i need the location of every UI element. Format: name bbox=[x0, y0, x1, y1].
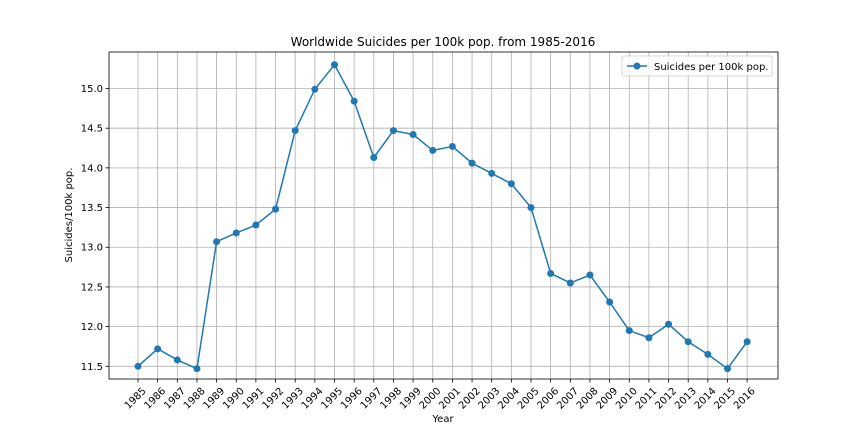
legend-box bbox=[621, 55, 773, 77]
data-point bbox=[488, 169, 496, 177]
data-point bbox=[547, 269, 555, 277]
y-tick-label: 12.5 bbox=[81, 282, 103, 293]
data-point bbox=[193, 365, 201, 373]
data-point bbox=[743, 338, 751, 346]
x-tick-label: 1998 bbox=[378, 386, 404, 412]
x-tick-label: 2012 bbox=[653, 386, 679, 412]
data-point bbox=[625, 327, 633, 335]
x-tick-label: 1994 bbox=[300, 386, 326, 412]
x-tick-label: 1992 bbox=[260, 386, 286, 412]
x-tick-label: 1991 bbox=[241, 386, 267, 412]
data-point bbox=[350, 97, 358, 105]
data-point bbox=[311, 85, 319, 93]
x-tick-label: 1985 bbox=[123, 386, 149, 412]
y-tick-label: 12.0 bbox=[81, 322, 103, 333]
y-axis-ticks: 11.5 12.0 12.5 13.0 13.5 14.0 14.5 15.0 bbox=[81, 84, 109, 373]
data-point bbox=[704, 350, 712, 358]
x-tick-label: 2002 bbox=[457, 386, 483, 412]
series-group bbox=[134, 61, 751, 373]
data-point bbox=[272, 205, 280, 213]
x-tick-label: 2015 bbox=[712, 386, 738, 412]
x-tick-label: 1997 bbox=[359, 386, 385, 412]
chart-title: Worldwide Suicides per 100k pop. from 19… bbox=[291, 35, 596, 49]
x-tick-label: 2004 bbox=[496, 386, 522, 412]
x-tick-label: 1990 bbox=[221, 386, 247, 412]
x-tick-label: 2013 bbox=[673, 386, 699, 412]
y-tick-label: 13.5 bbox=[81, 203, 103, 214]
x-tick-label: 2014 bbox=[693, 386, 719, 412]
x-tick-label: 1987 bbox=[162, 386, 188, 412]
x-tick-label: 1999 bbox=[398, 386, 424, 412]
y-tick-label: 13.0 bbox=[81, 243, 103, 254]
data-point bbox=[606, 298, 614, 306]
data-point bbox=[213, 238, 221, 246]
x-tick-label: 2006 bbox=[536, 386, 562, 412]
x-tick-label: 1995 bbox=[319, 386, 345, 412]
x-tick-label: 2008 bbox=[575, 386, 601, 412]
data-point bbox=[429, 146, 437, 154]
plot-frame bbox=[108, 51, 779, 380]
y-tick-label: 11.5 bbox=[81, 362, 103, 373]
x-tick-label: 2003 bbox=[477, 386, 503, 412]
data-point bbox=[684, 338, 692, 346]
data-point bbox=[291, 127, 299, 135]
series-line bbox=[137, 63, 748, 370]
data-point bbox=[232, 229, 240, 237]
data-point bbox=[252, 221, 260, 229]
x-axis-ticks: 1985198619871988198919901991199219931994… bbox=[123, 379, 758, 412]
data-point bbox=[527, 204, 535, 212]
data-point bbox=[468, 159, 476, 167]
x-tick-label: 2005 bbox=[516, 386, 542, 412]
legend-label: Suicides per 100k pop. bbox=[654, 62, 768, 73]
x-tick-label: 2009 bbox=[594, 386, 620, 412]
x-tick-label: 2010 bbox=[614, 386, 640, 412]
data-point bbox=[566, 279, 574, 287]
data-point bbox=[409, 131, 417, 139]
y-tick-label: 14.0 bbox=[81, 163, 103, 174]
x-tick-label: 1986 bbox=[143, 386, 169, 412]
legend: Suicides per 100k pop. bbox=[621, 55, 773, 77]
legend-marker-swatch bbox=[633, 62, 641, 70]
x-tick-label: 2011 bbox=[634, 386, 660, 412]
data-point bbox=[173, 356, 181, 364]
data-point bbox=[507, 180, 515, 188]
data-point bbox=[154, 345, 162, 353]
x-tick-label: 2000 bbox=[418, 386, 444, 412]
x-tick-label: 2001 bbox=[437, 386, 463, 412]
data-point bbox=[331, 61, 338, 69]
x-tick-label: 2016 bbox=[732, 386, 758, 412]
x-tick-label: 1996 bbox=[339, 386, 365, 412]
data-point bbox=[448, 142, 456, 150]
data-point bbox=[724, 365, 731, 373]
y-tick-label: 14.5 bbox=[81, 124, 103, 135]
x-axis-label: Year bbox=[431, 414, 454, 425]
x-tick-label: 2007 bbox=[555, 386, 581, 412]
x-tick-label: 1988 bbox=[182, 386, 208, 412]
data-point bbox=[665, 320, 673, 328]
y-axis-label: Suicides/100k pop. bbox=[64, 168, 75, 263]
gridlines bbox=[109, 52, 778, 379]
data-point bbox=[370, 154, 378, 162]
data-point bbox=[389, 127, 397, 135]
data-point bbox=[134, 362, 142, 370]
x-tick-label: 1989 bbox=[201, 386, 227, 412]
y-tick-label: 15.0 bbox=[81, 84, 103, 95]
data-point bbox=[645, 334, 653, 342]
data-point bbox=[586, 271, 594, 279]
x-tick-label: 1993 bbox=[280, 386, 306, 412]
